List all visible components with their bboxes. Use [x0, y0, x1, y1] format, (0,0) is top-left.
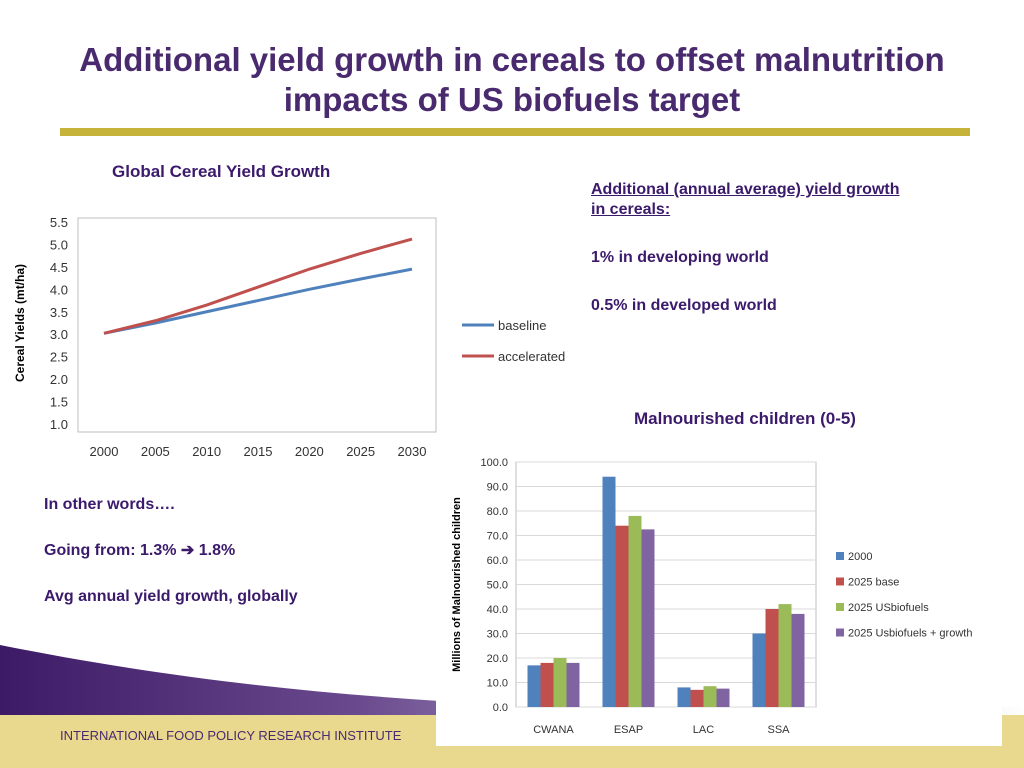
y-tick-label: 70.0	[487, 531, 508, 543]
y-tick-label: 5.5	[50, 215, 68, 230]
y-tick-label: 10.0	[487, 678, 508, 690]
legend-label: baseline	[498, 318, 546, 333]
arrow-right-icon: ➔	[180, 542, 195, 559]
x-tick-label: 2010	[192, 444, 221, 459]
yield-growth-heading-2: in cereals:	[591, 201, 671, 218]
y-tick-label: 3.5	[50, 305, 68, 320]
bar-ESAP-2000	[602, 476, 616, 707]
slide-title-line2: impacts of US biofuels target	[283, 81, 741, 118]
legend-swatch	[836, 628, 844, 637]
line-chart-svg: 1.0 1.5 2.0 2.5 3.0 3.5 4.0 4.5 5.0 5.5 2000 2005 20…	[13, 215, 565, 459]
title-divider	[60, 128, 970, 136]
bar-CWANA-2000	[527, 665, 541, 707]
bar-LAC-2025-USbiofuels	[703, 686, 717, 707]
bar-CWANA-2025-Usbiofuels-+-growth	[566, 662, 580, 707]
y-tick-label: 30.0	[487, 629, 508, 641]
yield-growth-developed: 0.5% in developed world	[591, 297, 777, 314]
summary-line-2: Going from: 1.3% ➔ 1.8%	[44, 541, 298, 561]
y-tick-label: 60.0	[487, 555, 508, 567]
y-tick-label: 80.0	[487, 506, 508, 518]
legend-label: accelerated	[498, 349, 565, 364]
bar-ESAP-2025-Usbiofuels-+-growth	[641, 529, 655, 707]
bar-SSA-2025-Usbiofuels-+-growth	[791, 613, 805, 707]
legend-label: 2025 USbiofuels	[848, 602, 929, 614]
yield-growth-developing: 1% in developing world	[591, 249, 769, 266]
x-tick-label: ESAP	[614, 724, 643, 736]
y-tick-label: 2.5	[50, 350, 68, 365]
x-tick-label: 2000	[90, 444, 119, 459]
y-tick-label: 40.0	[487, 604, 508, 616]
bar-CWANA-2025-USbiofuels	[553, 658, 567, 707]
line-chart: 1.0 1.5 2.0 2.5 3.0 3.5 4.0 4.5 5.0 5.5 2000 2005 20…	[10, 200, 590, 470]
y-tick-label: 2.0	[50, 372, 68, 387]
series-line-baseline	[103, 267, 413, 335]
legend-swatch	[836, 577, 844, 586]
bar-ESAP-2025-base	[615, 525, 629, 707]
bar-SSA-2025-USbiofuels	[778, 604, 792, 707]
x-tick-label: LAC	[693, 724, 714, 736]
bar-LAC-2025-Usbiofuels-+-growth	[716, 688, 730, 707]
bar-SSA-2025-base	[765, 609, 779, 707]
x-tick-label: 2020	[295, 444, 324, 459]
yield-growth-note: Additional (annual average) yield growth…	[591, 180, 899, 316]
x-tick-label: 2030	[398, 444, 427, 459]
bar-SSA-2000	[752, 633, 766, 707]
line-chart-title: Global Cereal Yield Growth	[112, 162, 331, 181]
slide-title-line1: Additional yield growth in cereals to of…	[79, 41, 945, 78]
bar-chart-title: Malnourished children (0-5)	[634, 409, 856, 428]
y-tick-label: 1.5	[50, 395, 68, 410]
y-tick-label: 5.0	[50, 237, 68, 252]
y-axis-label: Millions of Malnourished children	[451, 497, 463, 672]
legend-swatch	[836, 552, 844, 560]
legend-label: 2000	[848, 551, 872, 563]
bar-LAC-2000	[677, 687, 691, 707]
y-tick-label: 4.0	[50, 282, 68, 297]
slide-title: Additional yield growth in cereals to of…	[20, 40, 1004, 120]
x-tick-label: CWANA	[533, 724, 574, 736]
summary-from-value: Going from: 1.3%	[44, 542, 181, 559]
series-line-accelerated	[103, 237, 413, 335]
bar-chart: 0.0 10.0 20.0 30.0 40.0 50.0 60.0 70.0 80.0 90.0 1…	[436, 440, 1002, 746]
summary-to-value: 1.8%	[194, 542, 236, 559]
y-tick-label: 1.0	[50, 417, 68, 432]
bar-chart-svg: 0.0 10.0 20.0 30.0 40.0 50.0 60.0 70.0 80.0 90.0 1…	[451, 457, 972, 736]
x-tick-label: SSA	[767, 724, 790, 736]
y-axis-label: Cereal Yields (mt/ha)	[13, 264, 27, 382]
y-tick-label: 3.0	[50, 327, 68, 342]
y-tick-label: 100.0	[480, 457, 508, 469]
y-tick-label: 20.0	[487, 653, 508, 665]
y-tick-label: 0.0	[493, 702, 508, 714]
y-tick-label: 50.0	[487, 580, 508, 592]
summary-note: In other words…. Going from: 1.3% ➔ 1.8%…	[44, 495, 298, 607]
bar-ESAP-2025-USbiofuels	[628, 515, 642, 707]
bar-CWANA-2025-base	[540, 662, 554, 707]
summary-line-3: Avg annual yield growth, globally	[44, 588, 298, 605]
x-tick-label: 2005	[141, 444, 170, 459]
y-tick-label: 90.0	[487, 482, 508, 494]
legend-label: 2025 Usbiofuels + growth	[848, 628, 972, 640]
summary-line-1: In other words….	[44, 496, 175, 513]
x-tick-label: 2025	[346, 444, 375, 459]
footer-institute: INTERNATIONAL FOOD POLICY RESEARCH INSTI…	[60, 728, 402, 743]
yield-growth-heading-1: Additional (annual average) yield growth	[591, 181, 900, 198]
y-tick-label: 4.5	[50, 260, 68, 275]
legend-label: 2025 base	[848, 577, 899, 589]
bar-LAC-2025-base	[690, 689, 704, 707]
x-tick-label: 2015	[244, 444, 273, 459]
legend-swatch	[836, 603, 844, 611]
